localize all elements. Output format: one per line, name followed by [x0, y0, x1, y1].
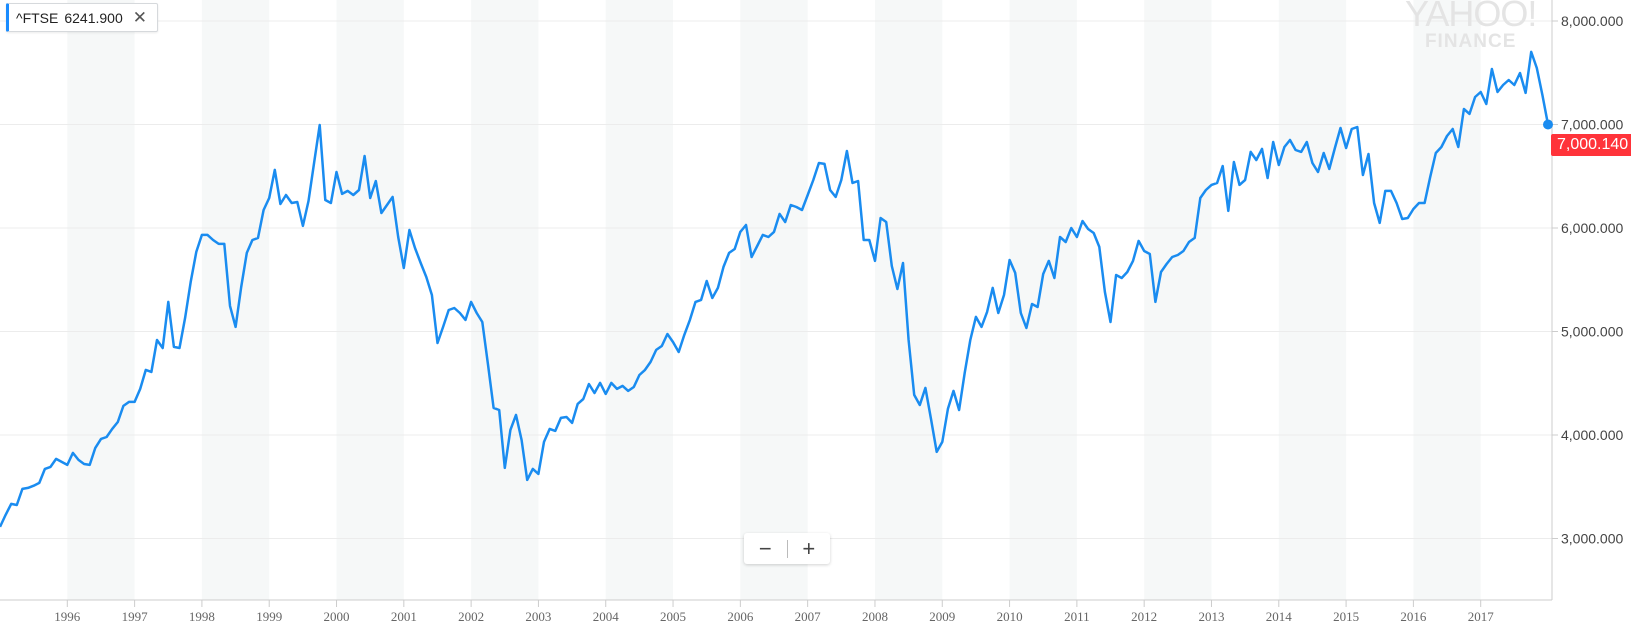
gridlines: [0, 20, 1552, 539]
y-tick-label: 8,000.000: [1561, 13, 1623, 29]
x-tick-label: 2005: [660, 609, 686, 624]
zoom-out-button[interactable]: −: [758, 536, 772, 561]
x-tick-label: 2009: [929, 609, 955, 624]
x-tick-label: 2010: [997, 609, 1023, 624]
ftse-price-line: [0, 50, 1550, 528]
year-band-2016: [1413, 0, 1481, 600]
x-axis-ticks: 1996 1997 1998 1999 2000 2001 2002 2003 2004 2005…: [54, 600, 1494, 624]
x-tick-label: 1997: [122, 609, 149, 624]
x-tick-label: 2014: [1266, 609, 1293, 624]
y-tick-label: 4,000.000: [1561, 427, 1623, 443]
zoom-separator: [786, 539, 788, 558]
x-tick-label: 2006: [727, 609, 754, 624]
x-tick-label: 1999: [256, 609, 282, 624]
year-band-2000: [336, 0, 404, 600]
year-bands: [67, 0, 1481, 600]
year-band-2010: [1009, 0, 1077, 600]
x-tick-label: 2011: [1064, 609, 1090, 624]
x-tick-label: 2000: [324, 609, 350, 624]
zoom-in-button[interactable]: +: [802, 536, 816, 561]
y-axis-ticks: 8,000.000 7,000.000 6,000.000 5,000.000 4,00…: [1552, 13, 1623, 547]
x-tick-label: 1996: [54, 609, 81, 624]
y-tick-label: 5,000.000: [1561, 324, 1623, 340]
x-tick-label: 2015: [1333, 609, 1359, 624]
watermark-line1: YAHOO!: [1405, 0, 1537, 34]
y-tick-label: 6,000.000: [1561, 220, 1623, 236]
x-tick-label: 2013: [1198, 609, 1224, 624]
x-tick-label: 2017: [1468, 609, 1495, 624]
yahoo-finance-watermark: YAHOO! FINANCE: [1405, 0, 1537, 52]
last-price-badge: 7,000.140: [1551, 134, 1631, 156]
last-price-dot: [1543, 119, 1553, 130]
year-band-2006: [740, 0, 808, 600]
x-tick-label: 2003: [525, 609, 551, 624]
x-tick-label: 2012: [1131, 609, 1157, 624]
year-band-1996: [67, 0, 135, 600]
x-tick-label: 2016: [1400, 609, 1427, 624]
y-tick-label: 3,000.000: [1561, 531, 1623, 547]
year-band-1998: [201, 0, 270, 600]
x-tick-label: 2007: [795, 609, 822, 624]
x-tick-label: 2004: [593, 609, 620, 624]
x-tick-label: 2008: [862, 609, 888, 624]
x-tick-label: 2001: [391, 609, 417, 624]
legend-symbol: ^FTSE: [16, 9, 59, 26]
year-band-2004: [605, 0, 674, 600]
x-tick-label: 1998: [189, 609, 215, 624]
y-tick-label: 7,000.000: [1561, 117, 1623, 133]
year-band-2002: [471, 0, 539, 600]
year-band-2014: [1278, 0, 1347, 600]
legend-value: 6241.900: [64, 9, 123, 26]
close-icon[interactable]: ✕: [132, 7, 148, 27]
year-band-2008: [874, 0, 943, 600]
x-tick-label: 2002: [458, 609, 484, 624]
symbol-legend-chip[interactable]: ^FTSE 6241.900 ✕: [6, 3, 158, 32]
zoom-controls: − +: [744, 533, 830, 564]
watermark-line2: FINANCE: [1424, 31, 1517, 52]
